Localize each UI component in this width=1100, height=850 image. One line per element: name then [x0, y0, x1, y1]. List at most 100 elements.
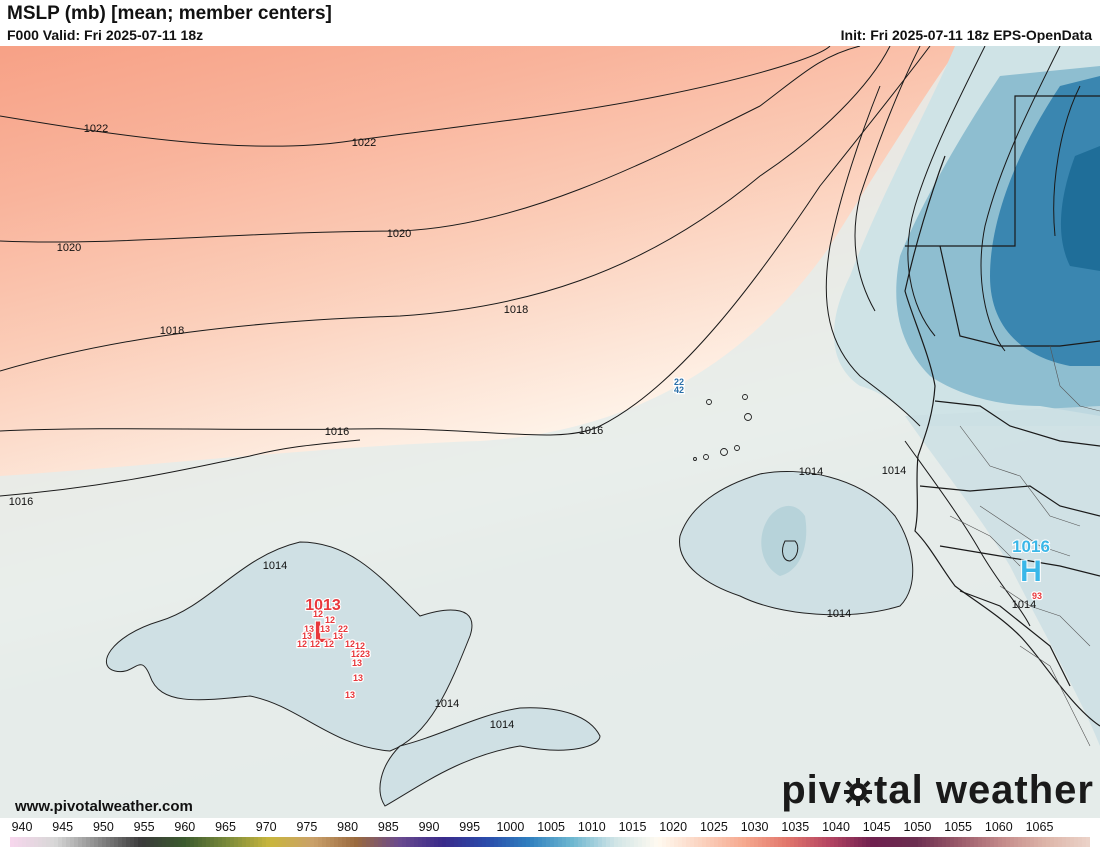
member-center-label: 13 [345, 690, 355, 700]
colorbar-tick-label: 980 [337, 820, 359, 834]
low-pressure-center[interactable]: 1013 L [304, 596, 342, 650]
colorbar-swatch [522, 837, 526, 847]
cabo-verde-islands [693, 394, 752, 461]
colorbar-swatch [202, 837, 206, 847]
colorbar-swatch [314, 837, 318, 847]
colorbar-swatch [718, 837, 722, 847]
colorbar-swatch [622, 837, 626, 847]
colorbar-swatch [318, 837, 322, 847]
colorbar-swatch [914, 837, 918, 847]
colorbar-swatch [754, 837, 758, 847]
member-center-label: 13 [302, 631, 312, 641]
member-center-label: 22 [338, 624, 348, 634]
colorbar-swatch [1014, 837, 1018, 847]
colorbar-swatch [130, 837, 134, 847]
high-pressure-center[interactable]: 1016 H [1011, 536, 1051, 589]
colorbar-swatch [750, 837, 754, 847]
colorbar-swatch [938, 837, 942, 847]
isobar-label: 1014 [1012, 599, 1036, 611]
colorbar-swatch [562, 837, 566, 847]
colorbar-swatch [1006, 837, 1010, 847]
colorbar-swatch [734, 837, 738, 847]
isobar-label: 1020 [57, 242, 81, 254]
colorbar-tick-label: 1045 [862, 820, 891, 834]
colorbar-swatch [454, 837, 458, 847]
colorbar-swatch [1042, 837, 1046, 847]
colorbar-swatch [170, 837, 174, 847]
colorbar-tick-label: 945 [52, 820, 74, 834]
colorbar-swatch [294, 837, 298, 847]
colorbar-swatch [826, 837, 830, 847]
colorbar-swatch [38, 837, 42, 847]
colorbar-swatch [1018, 837, 1022, 847]
colorbar-ticks: 940 945 950 955 960 965 970 975 980 985 990 995 1000… [0, 820, 1100, 834]
colorbar-swatch [978, 837, 982, 847]
colorbar-swatch [478, 837, 482, 847]
colorbar-tick-label: 955 [133, 820, 155, 834]
low-value: 1013 [305, 597, 341, 614]
colorbar-tick-label: 1055 [944, 820, 972, 834]
colorbar-swatch [1058, 837, 1062, 847]
colorbar-swatch [770, 837, 774, 847]
colorbar-tick-label: 985 [377, 820, 399, 834]
colorbar-swatch [934, 837, 938, 847]
colorbar-swatch [374, 837, 378, 847]
colorbar-swatch [706, 837, 710, 847]
colorbar-swatch [722, 837, 726, 847]
colorbar-swatch [918, 837, 922, 847]
member-center-label: 13 [333, 631, 343, 641]
colorbar-tick-label: 1040 [822, 820, 850, 834]
colorbar-swatch [838, 837, 842, 847]
member-center-label: 23 [360, 649, 370, 659]
colorbar-tick-label: 975 [296, 820, 318, 834]
colorbar-swatch [702, 837, 706, 847]
colorbar-swatch [538, 837, 542, 847]
website-url[interactable]: www.pivotalweather.com [15, 798, 193, 815]
map-panel[interactable]: 1022 1022 1020 1020 1018 1018 1016 1016 … [0, 46, 1100, 818]
contour-labels: 1022 1022 1020 1020 1018 1018 1016 1016 … [9, 123, 1036, 731]
colorbar-swatch [986, 837, 990, 847]
colorbar-tick-label: 1005 [537, 820, 565, 834]
colorbar-swatch [266, 837, 270, 847]
colorbar-swatch [970, 837, 974, 847]
colorbar-swatch [874, 837, 878, 847]
colorbar-swatch [470, 837, 474, 847]
colorbar-swatch [922, 837, 926, 847]
colorbar-swatch [1030, 837, 1034, 847]
colorbar-swatch [958, 837, 962, 847]
colorbar-swatch [850, 837, 854, 847]
colorbar-swatch [766, 837, 770, 847]
colorbar-swatch [630, 837, 634, 847]
colorbar-swatch [390, 837, 394, 847]
isobar-label: 1020 [387, 228, 411, 240]
init-time: Init: Fri 2025-07-11 18z EPS-OpenData [840, 27, 1092, 43]
colorbar-swatch [334, 837, 338, 847]
isobar-label: 1016 [325, 426, 349, 438]
colorbar-swatch [894, 837, 898, 847]
member-center-label: 12 [324, 639, 334, 649]
colorbar-swatch [138, 837, 142, 847]
isobar-label: 1014 [490, 719, 514, 731]
colorbar-swatch [330, 837, 334, 847]
colorbar-tick-label: 1060 [984, 820, 1013, 834]
colorbar-swatch [134, 837, 138, 847]
colorbar-swatch [1078, 837, 1082, 847]
colorbar-swatch [1034, 837, 1038, 847]
colorbar-swatch [254, 837, 258, 847]
colorbar-swatch [730, 837, 734, 847]
colorbar-swatch [126, 837, 130, 847]
colorbar-swatch [82, 837, 86, 847]
colorbar-swatch [146, 837, 150, 847]
colorbar-swatch [458, 837, 462, 847]
colorbar-tick-label: 1065 [1025, 820, 1054, 834]
colorbar-swatch [670, 837, 674, 847]
colorbar-swatch [438, 837, 442, 847]
colorbar-swatch [22, 837, 26, 847]
high-pressure-band-inner [990, 76, 1100, 366]
high-value: 1016 [1012, 537, 1050, 556]
high-pressure-core [1060, 146, 1100, 271]
colorbar-tick-label: 965 [215, 820, 236, 834]
member-center-label: 12 [351, 649, 361, 659]
colorbar-swatch [486, 837, 490, 847]
colorbar-swatch [234, 837, 238, 847]
